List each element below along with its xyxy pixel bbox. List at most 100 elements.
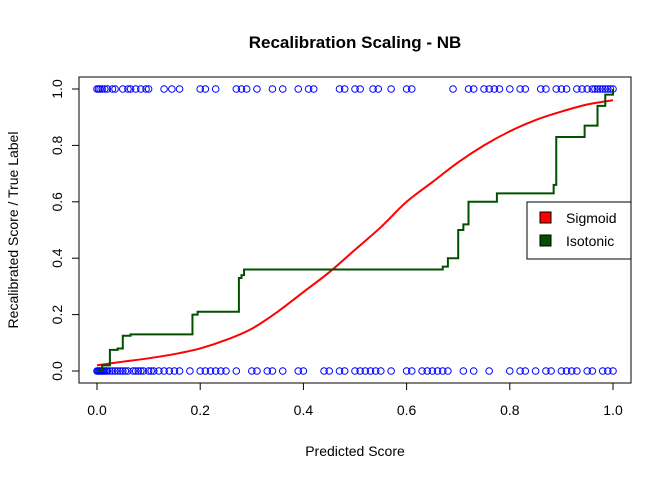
data-point-label-0: [547, 367, 555, 375]
data-point-label-0: [609, 367, 617, 375]
data-point-label-1: [131, 85, 140, 93]
data-point-label-0: [211, 367, 220, 375]
data-point-label-1: [583, 85, 592, 93]
data-point-label-0: [165, 367, 174, 375]
data-point-label-1: [111, 85, 119, 93]
data-point-label-0: [423, 367, 432, 375]
data-point-label-1: [464, 85, 473, 93]
data-point-label-1: [596, 85, 604, 93]
data-point-label-0: [366, 367, 375, 375]
data-point-label-0: [335, 367, 344, 375]
data-point-label-0: [137, 367, 145, 375]
x-tick-label: 0.0: [87, 402, 107, 418]
data-point-label-0: [124, 367, 132, 375]
data-point-label-0: [175, 367, 184, 375]
data-point-label-1: [96, 85, 104, 93]
legend: Sigmoid Isotonic: [526, 201, 632, 260]
y-tick-label: 0.6: [49, 192, 65, 212]
data-point-label-1: [278, 85, 287, 93]
data-point-label-1: [103, 85, 112, 93]
chart-title: Recalibration Scaling - NB: [249, 33, 462, 52]
data-point-label-0: [583, 367, 592, 375]
y-tick-label: 0.8: [49, 135, 65, 155]
data-point-label-0: [248, 367, 256, 375]
data-point-label-0: [206, 367, 215, 375]
data-point-label-0: [444, 367, 452, 375]
data-point-label-1: [144, 85, 153, 93]
data-point-label-0: [588, 367, 597, 375]
data-point-label-0: [325, 367, 334, 375]
x-axis-label: Predicted Score: [305, 443, 405, 459]
data-point-label-1: [521, 85, 530, 93]
data-point-label-1: [552, 85, 561, 93]
data-point-label-1: [100, 85, 109, 93]
data-point-label-1: [142, 85, 150, 93]
data-point-label-1: [196, 85, 204, 93]
data-point-label-1: [480, 85, 488, 93]
x-axis: 0.0 0.2 0.4 0.6 0.8 1.0: [87, 382, 623, 418]
series-line-sigmoid: [96, 99, 614, 367]
data-point-label-0: [418, 367, 426, 375]
data-point-label-1: [604, 85, 612, 93]
data-point-label-1: [340, 85, 349, 93]
data-point-label-0: [356, 367, 364, 375]
data-point-label-0: [103, 367, 112, 375]
data-point-label-0: [407, 367, 416, 375]
data-point-label-1: [211, 85, 220, 93]
data-point-label-0: [116, 367, 125, 375]
data-point-label-1: [591, 85, 599, 93]
data-point-label-0: [196, 367, 204, 375]
data-point-label-0: [147, 367, 155, 375]
data-point-label-0: [106, 367, 114, 375]
data-point-label-1: [407, 85, 416, 93]
data-point-label-1: [126, 85, 135, 93]
data-point-label-1: [495, 85, 504, 93]
data-point-label-0: [134, 367, 143, 375]
y-tick-label: 0.0: [49, 361, 65, 381]
data-point-label-1: [469, 85, 478, 93]
data-point-label-1: [562, 85, 571, 93]
data-point-label-0: [217, 367, 225, 375]
data-point-label-1: [557, 85, 566, 93]
data-point-label-0: [186, 367, 194, 375]
data-point-label-0: [108, 367, 117, 375]
data-point-label-0: [371, 367, 380, 375]
legend-swatch-isotonic: [539, 234, 552, 247]
data-point-label-1: [335, 85, 344, 93]
data-point-label-0: [562, 367, 571, 375]
data-point-label-0: [469, 367, 478, 375]
data-point-label-1: [402, 85, 411, 93]
data-point-label-0: [557, 367, 566, 375]
data-point-label-0: [506, 367, 514, 375]
data-point-label-1: [449, 85, 457, 93]
legend-swatch-sigmoid: [539, 211, 552, 224]
series-lines: [96, 89, 614, 372]
data-point-label-0: [139, 367, 148, 375]
data-point-label-1: [108, 85, 117, 93]
series-line-isotonic: [97, 89, 614, 372]
data-point-label-1: [119, 85, 127, 93]
data-point-label-0: [119, 367, 127, 375]
legend-label-isotonic: Isotonic: [566, 233, 614, 249]
data-point-label-0: [340, 367, 349, 375]
data-point-label-1: [237, 85, 246, 93]
data-point-label-1: [588, 85, 597, 93]
data-point-label-1: [490, 85, 499, 93]
data-point-label-1: [598, 85, 607, 93]
x-tick-label: 0.8: [500, 402, 520, 418]
data-point-label-0: [598, 367, 607, 375]
data-point-label-0: [278, 367, 287, 375]
data-point-label-0: [268, 367, 277, 375]
data-points: [93, 85, 617, 375]
data-point-label-1: [160, 85, 168, 93]
data-point-label-0: [129, 367, 137, 375]
data-point-label-1: [351, 85, 359, 93]
data-point-label-0: [201, 367, 210, 375]
data-point-label-0: [232, 367, 241, 375]
data-point-label-0: [111, 367, 119, 375]
data-point-label-0: [144, 367, 153, 375]
data-point-label-0: [155, 367, 163, 375]
data-point-label-0: [433, 367, 442, 375]
data-point-label-0: [604, 367, 612, 375]
